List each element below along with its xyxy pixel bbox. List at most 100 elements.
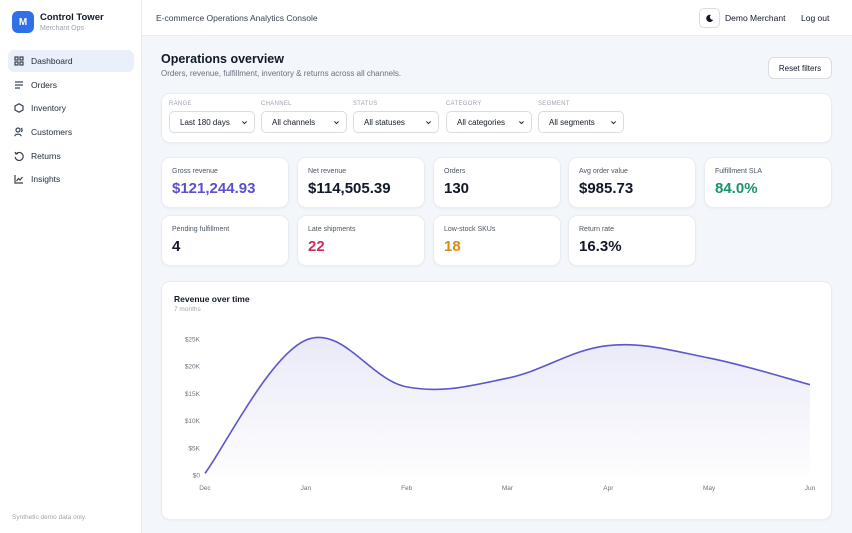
x-tick-label: Jan [301, 485, 312, 492]
sidebar-item-label: Orders [31, 79, 57, 90]
kpi-label: Net revenue [308, 168, 347, 175]
kpi-value: 4 [172, 238, 181, 255]
select-value: All channels [272, 117, 316, 127]
x-tick-label: Feb [401, 485, 413, 492]
sidebar-item-orders[interactable]: Orders [8, 74, 134, 96]
users-icon [14, 127, 23, 137]
select-value: All statuses [364, 117, 405, 127]
filter-category: CATEGORY All categories [446, 101, 532, 133]
kpi-label: Orders [444, 168, 466, 175]
sidebar-item-dashboard[interactable]: Dashboard [8, 50, 134, 72]
kpi-card-fulfillment-sla: Fulfillment SLA 84.0% [704, 157, 832, 208]
y-tick-label: $0 [193, 473, 201, 480]
sidebar-item-inventory[interactable]: Inventory [8, 97, 134, 119]
sidebar-item-returns[interactable]: Returns [8, 145, 134, 167]
kpi-label: Low-stock SKUs [444, 226, 496, 233]
kpi-value: 22 [308, 238, 325, 255]
topbar: E-commerce Operations Analytics Console … [142, 0, 852, 36]
grid-icon [14, 56, 24, 66]
page-title: Operations overview [161, 52, 284, 66]
kpi-card-low-stock-skus: Low-stock SKUs 18 [433, 215, 561, 266]
kpi-label: Pending fulfillment [172, 226, 230, 233]
chevron-down-icon [334, 120, 339, 124]
y-tick-label: $10K [185, 418, 201, 425]
logout-button[interactable]: Log out [801, 13, 830, 23]
kpi-label: Return rate [579, 226, 615, 233]
filter-channel: CHANNEL All channels [261, 101, 347, 133]
y-tick-label: $25K [185, 337, 201, 344]
sidebar-item-label: Inventory [31, 103, 66, 114]
kpi-card-orders: Orders 130 [433, 157, 561, 208]
brand[interactable]: M Control Tower Merchant Ops [12, 11, 104, 33]
range-select[interactable]: Last 180 days [169, 111, 255, 133]
chevron-down-icon [611, 120, 616, 124]
console-title: E-commerce Operations Analytics Console [156, 13, 318, 23]
filter-status: STATUS All statuses [353, 101, 439, 133]
user-name[interactable]: Demo Merchant [725, 13, 786, 23]
filters-panel: RANGE Last 180 days CHANNEL All channels… [161, 93, 832, 143]
x-tick-label: Dec [199, 485, 211, 492]
kpi-value: $114,505.39 [308, 180, 391, 197]
x-tick-label: May [703, 485, 716, 492]
kpi-label: Gross revenue [172, 168, 218, 175]
kpi-card-net-revenue: Net revenue $114,505.39 [297, 157, 425, 208]
filter-label: CHANNEL [261, 101, 292, 107]
kpi-value: 84.0% [715, 180, 758, 197]
kpi-value: 16.3% [579, 238, 622, 255]
y-tick-label: $20K [185, 364, 201, 371]
list-icon [15, 81, 23, 89]
kpi-value: $985.73 [579, 180, 634, 197]
x-tick-label: Apr [603, 485, 614, 492]
sidebar: M Control Tower Merchant Ops Dashboard O… [0, 0, 142, 533]
y-tick-label: $15K [185, 391, 201, 398]
select-value: All segments [549, 117, 595, 127]
select-value: All categories [457, 117, 506, 127]
filter-label: CATEGORY [446, 101, 482, 107]
sidebar-item-label: Insights [31, 174, 61, 185]
filter-label: RANGE [169, 101, 192, 107]
reset-filters-button[interactable]: Reset filters [768, 57, 832, 79]
chevron-down-icon [426, 120, 431, 124]
sidebar-item-label: Customers [31, 127, 73, 138]
y-tick-label: $5K [188, 445, 200, 452]
sidebar-item-insights[interactable]: Insights [8, 168, 134, 190]
kpi-card-return-rate: Return rate 16.3% [568, 215, 696, 266]
filter-label: STATUS [353, 101, 378, 107]
page-subtitle: Orders, revenue, fulfillment, inventory … [161, 69, 402, 78]
kpi-value: 18 [444, 238, 461, 255]
brand-name: Control Tower [40, 11, 104, 23]
channel-select[interactable]: All channels [261, 111, 347, 133]
chart-title: Revenue over time [174, 294, 250, 304]
category-select[interactable]: All categories [446, 111, 532, 133]
revenue-area [205, 337, 810, 475]
x-tick-label: Mar [502, 485, 514, 492]
segment-select[interactable]: All segments [538, 111, 624, 133]
brand-logo: M [12, 11, 34, 33]
chevron-down-icon [242, 120, 247, 124]
sidebar-item-label: Returns [31, 150, 61, 161]
kpi-card-gross-revenue: Gross revenue $121,244.93 [161, 157, 289, 208]
brand-subtitle: Merchant Ops [40, 24, 84, 32]
x-tick-label: Jun [805, 485, 816, 492]
kpi-label: Late shipments [308, 226, 356, 233]
moon-icon [706, 14, 714, 22]
filter-label: SEGMENT [538, 101, 570, 107]
kpi-card-avg-order-value: Avg order value $985.73 [568, 157, 696, 208]
kpi-card-pending-fulfillment: Pending fulfillment 4 [161, 215, 289, 266]
status-select[interactable]: All statuses [353, 111, 439, 133]
sidebar-item-label: Dashboard [31, 56, 73, 66]
filter-segment: SEGMENT All segments [538, 101, 624, 133]
theme-toggle-button[interactable] [699, 8, 720, 28]
chart-subtitle: 7 months [174, 306, 201, 313]
kpi-label: Fulfillment SLA [715, 168, 763, 175]
sidebar-nav: Dashboard Orders Inventory Customers Ret… [8, 50, 134, 192]
sidebar-item-customers[interactable]: Customers [8, 121, 134, 143]
revenue-chart-card: Revenue over time 7 months $0 $5K $10K $15K… [161, 281, 832, 520]
kpi-card-late-shipments: Late shipments 22 [297, 215, 425, 266]
revenue-line [204, 336, 811, 474]
box-icon [14, 103, 24, 114]
select-value: Last 180 days [180, 117, 230, 127]
filter-range: RANGE Last 180 days [169, 101, 255, 133]
kpi-value: $121,244.93 [172, 180, 256, 197]
kpi-value: 130 [444, 180, 470, 197]
